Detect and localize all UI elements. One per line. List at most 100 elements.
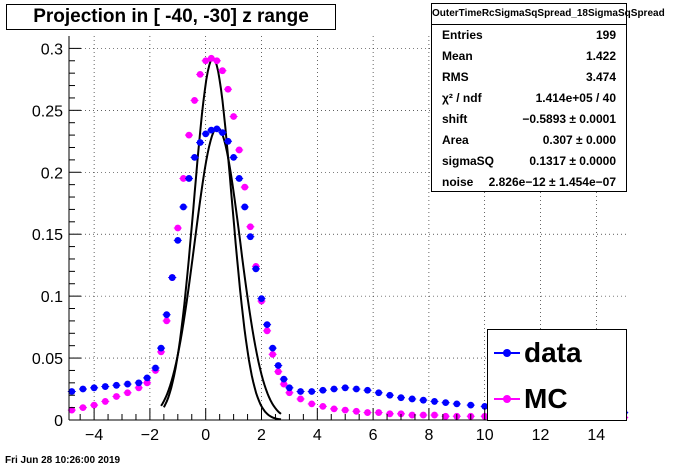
fit-curve — [160, 126, 282, 415]
data-point — [481, 402, 489, 410]
data-point — [219, 67, 226, 75]
data-point — [397, 394, 405, 402]
stats-row-noise: noise 2.826e−12 ± 1.454e−07 — [432, 172, 626, 193]
stats-value: 3.474 — [585, 70, 616, 84]
x-tick-label: 4 — [313, 427, 322, 444]
stats-value: 0.1317 ± 0.0000 — [529, 154, 616, 168]
data-point — [174, 224, 182, 232]
data-point — [297, 395, 304, 403]
data-point — [319, 402, 327, 410]
legend-label-data: data — [524, 337, 582, 368]
data-point — [163, 311, 171, 319]
stats-row-rms: RMS 3.474 — [432, 67, 626, 88]
y-tick-label: 0.3 — [41, 41, 63, 58]
data-point — [280, 375, 288, 383]
data-point — [224, 85, 232, 93]
data-point — [196, 139, 204, 146]
data-point — [157, 344, 165, 352]
data-point — [352, 407, 360, 415]
stats-label: sigmaSQ — [442, 154, 495, 168]
fit-curve — [163, 57, 282, 421]
legend-label-mc: MC — [524, 383, 568, 414]
data-point — [219, 129, 226, 137]
data-point — [408, 395, 416, 403]
data-point — [386, 410, 394, 418]
data-point — [168, 274, 176, 281]
stats-row-chi2: χ² / ndf 1.414e+05 / 40 — [432, 88, 626, 109]
data-point — [286, 389, 293, 397]
stats-label: RMS — [442, 70, 469, 84]
data-point — [213, 125, 221, 133]
stats-title: OuterTimeRcSigmaSqSpread_18SigmaSqSpread — [432, 4, 665, 25]
data-point — [185, 175, 193, 182]
data-point — [179, 175, 187, 182]
stats-row-area: Area 0.307 ± 0.000 — [432, 130, 626, 151]
data-point — [230, 113, 238, 120]
data-point — [308, 400, 316, 408]
legend-item-data: data — [488, 330, 626, 376]
data-point — [113, 393, 120, 400]
data-point — [196, 71, 204, 78]
y-tick-label: 0.2 — [41, 165, 63, 182]
stats-row-mean: Mean 1.422 — [432, 46, 626, 67]
data-point — [280, 380, 288, 388]
data-point — [364, 409, 371, 416]
data-point — [241, 203, 249, 211]
x-tick-label: 10 — [476, 427, 494, 444]
data-point — [263, 321, 271, 329]
data-point — [185, 131, 193, 139]
stats-label: Mean — [442, 49, 473, 63]
stats-label: shift — [442, 112, 468, 126]
legend-marker-mc — [494, 395, 520, 403]
stats-value: 0.307 ± 0.000 — [542, 133, 616, 147]
data-point — [143, 379, 151, 387]
data-point — [330, 385, 338, 393]
data-point — [191, 97, 198, 104]
data-point — [246, 233, 254, 241]
data-point — [341, 384, 349, 392]
x-tick-label: 2 — [257, 427, 266, 444]
data-point — [258, 295, 265, 303]
data-point — [124, 389, 131, 397]
data-point — [101, 383, 109, 390]
data-point — [431, 411, 438, 419]
data-point — [386, 391, 394, 399]
data-point — [252, 265, 260, 273]
stats-row-shift: shift −0.5893 ± 0.0001 — [432, 109, 626, 130]
legend-item-mc: MC — [488, 376, 626, 422]
data-point — [213, 57, 221, 65]
data-point — [364, 386, 371, 394]
y-tick-label: 0.05 — [32, 351, 63, 368]
data-point — [79, 385, 87, 393]
data-point — [79, 404, 87, 412]
data-point — [90, 401, 98, 409]
stats-value: 2.826e−12 ± 1.454e−07 — [488, 175, 616, 189]
data-point — [419, 396, 427, 404]
data-point — [113, 381, 120, 389]
data-point — [174, 236, 182, 244]
data-point — [274, 368, 282, 376]
legend: data MC — [487, 329, 627, 421]
data-point — [397, 410, 405, 418]
stats-value: 1.414e+05 / 40 — [535, 91, 616, 105]
data-point — [286, 384, 293, 392]
data-point — [419, 411, 427, 419]
data-point — [467, 401, 475, 409]
data-point — [202, 130, 210, 138]
stats-label: Entries — [442, 28, 483, 42]
data-point — [269, 344, 277, 352]
data-point — [224, 137, 232, 145]
stats-value: 199 — [595, 28, 616, 42]
data-point — [431, 398, 438, 405]
data-point — [135, 384, 143, 392]
y-tick-label: 0.25 — [32, 103, 63, 120]
stats-label: Area — [442, 133, 469, 147]
data-point — [274, 362, 282, 369]
data-point — [163, 317, 171, 325]
x-tick-label: −4 — [85, 427, 103, 444]
y-tick-label: 0.1 — [41, 289, 63, 306]
data-point — [207, 54, 215, 62]
data-point — [269, 350, 277, 358]
data-point — [230, 153, 238, 161]
data-point — [375, 389, 383, 397]
